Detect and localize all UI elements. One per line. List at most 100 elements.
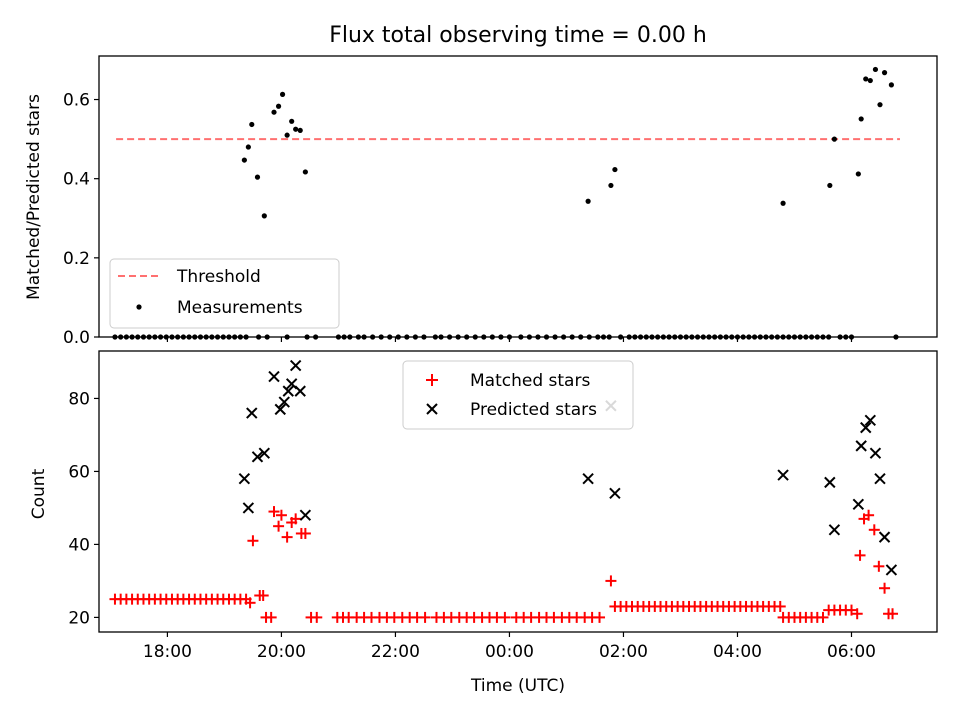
predicted-stars-point <box>855 440 867 452</box>
matched-stars-point <box>299 527 311 539</box>
measurement-point <box>858 116 864 122</box>
measurement-point <box>877 102 883 108</box>
predicted-stars-point <box>299 509 312 521</box>
y-tick-label: 40 <box>68 535 90 555</box>
matched-stars-point <box>774 600 786 612</box>
measurement-point <box>293 126 299 132</box>
predicted-stars-point <box>294 385 306 397</box>
predicted-stars-point <box>885 564 898 576</box>
predicted-stars-point <box>251 451 264 463</box>
y-tick-label: 0.0 <box>63 328 90 348</box>
legend-matched-swatch <box>426 374 438 386</box>
legend-measurements-swatch <box>136 304 142 310</box>
matched-stars-point <box>863 509 875 521</box>
measurement-point <box>249 121 255 128</box>
legend-matched-label: Matched stars <box>470 371 590 391</box>
measurement-point <box>827 182 833 189</box>
matched-stars-point <box>879 582 891 594</box>
predicted-stars-point <box>777 469 789 481</box>
top-y-axis-label: Matched/Predicted stars <box>24 94 44 300</box>
matched-stars-point <box>275 509 287 521</box>
matched-stars-point <box>419 611 431 623</box>
measurement-point <box>608 182 614 189</box>
predicted-stars-point <box>874 473 886 485</box>
predicted-stars-point <box>852 498 865 510</box>
matched-stars-point <box>281 531 293 543</box>
matched-stars-point <box>290 513 302 525</box>
x-tick-label: 22:00 <box>371 642 420 662</box>
predicted-stars-point <box>238 473 251 485</box>
matched-stars-point <box>873 560 885 572</box>
x-axis-label: Time (UTC) <box>470 676 565 696</box>
predicted-stars-point <box>878 531 891 543</box>
matched-stars-point <box>594 611 606 623</box>
measurement-point <box>254 174 261 180</box>
bottom-legend: Matched stars Predicted stars <box>402 360 634 430</box>
measurement-point <box>245 144 251 150</box>
y-tick-label: 0.4 <box>63 170 90 190</box>
legend-measurements-label: Measurements <box>177 298 303 318</box>
measurement-point <box>612 166 618 173</box>
predicted-stars-point <box>282 385 294 397</box>
x-tick-label: 00:00 <box>485 642 534 662</box>
measurement-point <box>872 66 879 73</box>
matched-stars-point <box>265 611 277 623</box>
measurement-point <box>261 213 267 219</box>
y-tick-label: 0.2 <box>63 249 90 269</box>
predicted-stars-point <box>242 502 255 514</box>
y-tick-label: 60 <box>68 462 90 482</box>
predicted-stars-point <box>824 476 836 489</box>
predicted-stars-point <box>864 414 877 427</box>
predicted-stars-point <box>274 403 286 416</box>
predicted-stars-point <box>828 524 841 536</box>
chart-title: Flux total observing time = 0.00 h <box>329 23 707 48</box>
measurement-point <box>863 76 869 82</box>
measurement-point <box>241 157 247 163</box>
top-legend: Threshold Measurements <box>109 258 340 329</box>
measurement-point <box>585 198 591 204</box>
top-plot-frame <box>98 55 938 338</box>
bottom-plot-frame <box>98 350 938 633</box>
predicted-stars-point <box>582 473 594 485</box>
measurement-point <box>881 70 888 76</box>
measurement-point <box>297 127 303 134</box>
bottom-panel: Count Time (UTC) 20 40 60 80 18:00 20:00 22:00… <box>29 350 938 696</box>
measurement-point <box>831 136 837 142</box>
matched-stars-point <box>817 611 829 623</box>
legend-threshold-label: Threshold <box>176 267 261 287</box>
legend-box <box>109 258 340 329</box>
x-tick-label: 06:00 <box>827 642 876 662</box>
predicted-stars-point <box>258 447 271 459</box>
matched-stars-point <box>273 520 285 532</box>
measurement-point <box>302 169 308 175</box>
measurement-point <box>867 77 873 84</box>
matched-stars-point <box>257 590 269 602</box>
bottom-y-axis-label: Count <box>29 468 49 519</box>
predicted-stars-point <box>869 447 882 459</box>
matched-stars-point <box>887 608 899 620</box>
matched-stars-point <box>268 506 280 518</box>
legend-predicted-swatch <box>426 403 438 415</box>
predicted-stars-point <box>268 370 280 383</box>
matched-stars-point <box>845 604 857 616</box>
matched-stars-point <box>247 535 259 547</box>
predicted-stars-point <box>609 487 621 500</box>
legend-predicted-label: Predicted stars <box>470 400 597 420</box>
matched-stars-point <box>244 597 256 609</box>
predicted-stars-point <box>289 359 302 372</box>
predicted-stars-point <box>246 407 258 419</box>
predicted-stars-point <box>278 396 290 408</box>
measurement-point <box>271 109 277 115</box>
measurement-point <box>279 91 286 97</box>
top-panel: Flux total observing time = 0.00 h Match… <box>24 23 938 348</box>
x-tick-label: 18:00 <box>143 642 192 662</box>
x-tick-label: 04:00 <box>713 642 762 662</box>
x-tick-label: 02:00 <box>599 642 648 662</box>
measurement-point <box>275 103 282 109</box>
matched-stars-point <box>854 549 866 561</box>
matched-stars-point <box>311 611 323 623</box>
measurement-point <box>780 200 786 206</box>
measurement-point <box>888 82 894 88</box>
matched-stars-point <box>868 524 880 536</box>
